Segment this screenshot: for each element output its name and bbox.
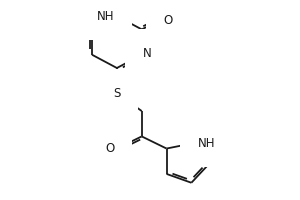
- Text: O: O: [105, 142, 115, 155]
- Text: S: S: [113, 87, 121, 100]
- Text: NH: NH: [97, 10, 115, 23]
- Text: O: O: [163, 14, 172, 27]
- Text: N: N: [143, 47, 152, 60]
- Text: NH: NH: [197, 137, 215, 150]
